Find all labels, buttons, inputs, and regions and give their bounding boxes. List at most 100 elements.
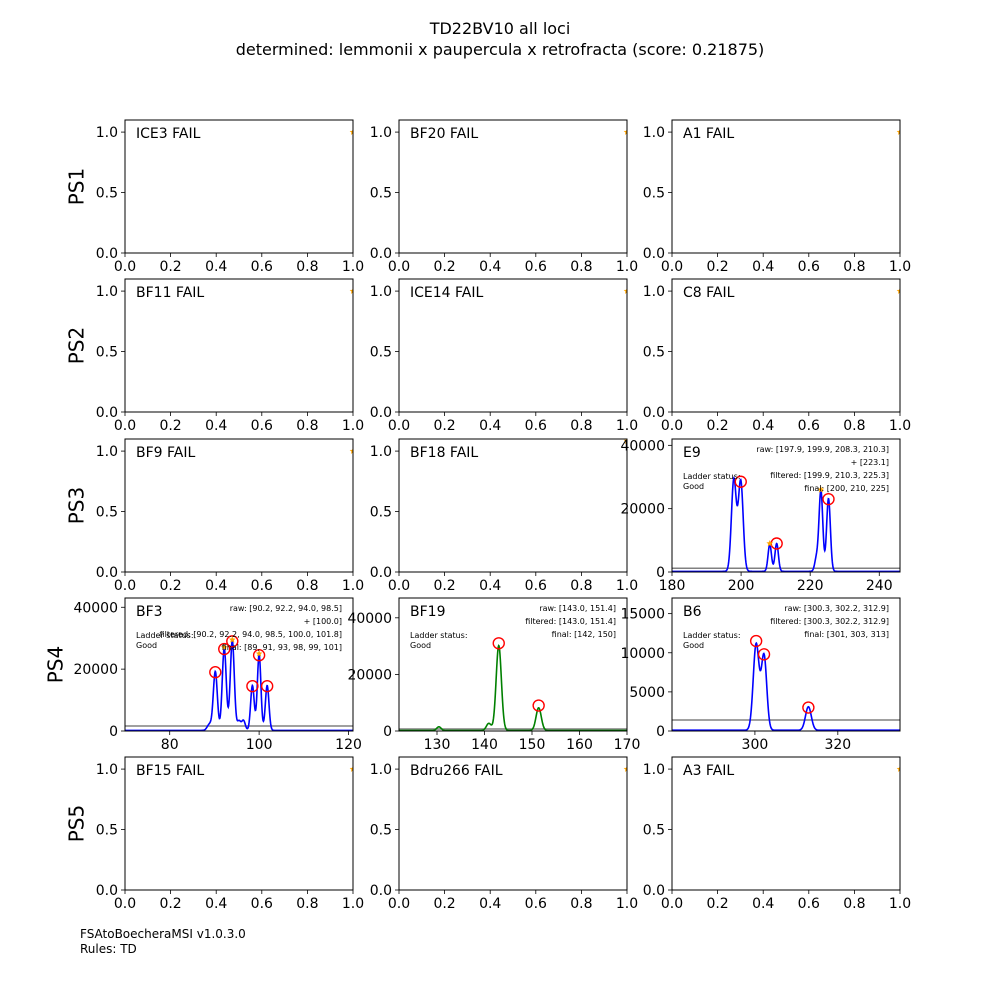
panel: 0.0 0.2 0.4 0.6 0.8 1.0 0.0 0.5 1.0 Bdru266 FAIL: [370, 756, 638, 912]
y-tick-label: 0.5: [643, 823, 665, 839]
x-tick-label: 0.6: [251, 418, 273, 434]
y-tick-label: 0.5: [370, 345, 392, 361]
x-tick-label: 120: [335, 737, 362, 753]
y-tick-label: 1.0: [370, 444, 392, 460]
panel-title: BF9 FAIL: [136, 445, 195, 461]
panel-frame: [398, 756, 628, 891]
trace-line: [672, 641, 900, 731]
x-tick-label: 0.2: [706, 259, 728, 275]
x-tick-label: 0.8: [570, 418, 592, 434]
panel-plot-area: [623, 439, 627, 444]
y-tick-label: 1.0: [96, 284, 118, 300]
star-marker: [255, 650, 263, 657]
peak-info-line: raw: [197.9, 199.9, 208.3, 210.3]: [756, 445, 889, 454]
x-tick-label: 0.6: [525, 896, 547, 912]
peak-marker: [492, 637, 505, 650]
x-tick-label: 0.8: [296, 896, 318, 912]
x-tick-label: 160: [566, 737, 593, 753]
star-marker: [349, 128, 353, 135]
y-tick-label: 40000: [73, 600, 118, 616]
x-tick-label: 80: [161, 737, 179, 753]
x-tick-label: 0.0: [388, 418, 410, 434]
row-label: PS1: [65, 168, 89, 205]
y-tick-label: 0: [656, 724, 665, 740]
star-marker: [349, 287, 353, 294]
peak-info-line: raw: [143.0, 151.4]: [539, 604, 616, 613]
trace-line: [125, 639, 353, 731]
row-labels: PS1 PS2 PS3 PS4 PS5: [44, 168, 89, 842]
panel-plot-area: [896, 128, 900, 135]
star-marker: [817, 486, 825, 493]
x-tick-label: 0.0: [114, 259, 136, 275]
peak-info-line: final: [89, 91, 93, 98, 99, 101]: [222, 643, 342, 652]
x-tick-label: 0.2: [433, 418, 455, 434]
x-tick-label: 0.0: [661, 896, 683, 912]
peak-marker: [209, 666, 222, 679]
peak-marker: [734, 475, 747, 488]
x-tick-label: 0.8: [570, 578, 592, 594]
row-label: PS4: [44, 646, 68, 683]
panel-frame: [671, 278, 901, 413]
panel-frame: [398, 597, 628, 732]
star-marker: [896, 287, 900, 294]
star-marker: [623, 287, 627, 294]
x-tick-label: 0.2: [159, 896, 181, 912]
y-tick-label: 20000: [347, 667, 392, 683]
y-tick-label: 0.0: [643, 405, 665, 421]
y-tick-label: 1.0: [96, 444, 118, 460]
x-tick-label: 0.6: [525, 259, 547, 275]
x-tick-label: 0.6: [798, 418, 820, 434]
peak-info-line: filtered: [199.9, 210.3, 225.3]: [770, 471, 889, 480]
panel: 300 320 0 5000 10000 15000 B6 Ladder status:Goo…: [620, 597, 901, 753]
y-tick-label: 0.0: [96, 565, 118, 581]
x-tick-label: 0.6: [798, 896, 820, 912]
peak-info-line: filtered: [300.3, 302.2, 312.9]: [770, 617, 889, 626]
peak-marker: [252, 649, 266, 662]
x-tick-label: 1.0: [342, 578, 364, 594]
x-tick-label: 0.8: [296, 259, 318, 275]
panel-plot-area: [349, 765, 353, 772]
x-tick-label: 100: [246, 737, 273, 753]
panel-title: ICE3 FAIL: [136, 126, 201, 142]
panel: 0.0 0.2 0.4 0.6 0.8 1.0 0.0 0.5 1.0 C8 FAIL: [643, 278, 911, 434]
ladder-status-value: Good: [136, 641, 157, 650]
panel-frame: [398, 278, 628, 413]
y-tick-label: 1.0: [643, 284, 665, 300]
x-tick-label: 150: [519, 737, 546, 753]
peak-marker: [822, 492, 835, 506]
y-tick-label: 1.0: [643, 125, 665, 141]
x-tick-label: 0.4: [205, 578, 227, 594]
y-tick-label: 0.5: [370, 823, 392, 839]
peak-marker: [749, 634, 763, 648]
panel: 130 140 150 160 170 0 20000 40000 BF19 Ladder sta…: [347, 597, 640, 753]
star-marker: [349, 447, 353, 454]
x-tick-label: 130: [424, 737, 451, 753]
y-tick-label: 0.0: [370, 883, 392, 899]
x-tick-label: 0.2: [433, 896, 455, 912]
y-tick-label: 0.0: [370, 565, 392, 581]
y-tick-label: 0.0: [370, 405, 392, 421]
y-tick-label: 5000: [629, 685, 665, 701]
peak-marker: [246, 679, 259, 693]
x-tick-label: 0.4: [479, 259, 501, 275]
panel: 180 200 220 240 0 20000 40000 E9 Ladder status:G…: [620, 438, 901, 594]
ladder-status-value: Good: [683, 641, 704, 650]
panel-frame: [124, 597, 354, 732]
x-tick-label: 1.0: [616, 418, 638, 434]
panel-title: BF11 FAIL: [136, 285, 204, 301]
x-tick-label: 0.8: [296, 418, 318, 434]
panel-plot-area: [672, 634, 900, 731]
peak-info-line: raw: [300.3, 302.2, 312.9]: [784, 604, 889, 613]
y-tick-label: 1.0: [96, 762, 118, 778]
footer-rules: Rules: TD: [80, 942, 137, 956]
x-tick-label: 300: [742, 737, 769, 753]
x-tick-label: 0.2: [159, 578, 181, 594]
y-tick-label: 0.0: [96, 883, 118, 899]
x-tick-label: 180: [659, 578, 686, 594]
x-tick-label: 0.0: [388, 578, 410, 594]
peak-info-line: raw: [90.2, 92.2, 94.0, 98.5]: [230, 604, 342, 613]
panel-plot-area: [349, 447, 353, 454]
x-tick-label: 0.6: [251, 896, 273, 912]
x-tick-label: 1.0: [342, 259, 364, 275]
x-tick-label: 0.2: [159, 418, 181, 434]
